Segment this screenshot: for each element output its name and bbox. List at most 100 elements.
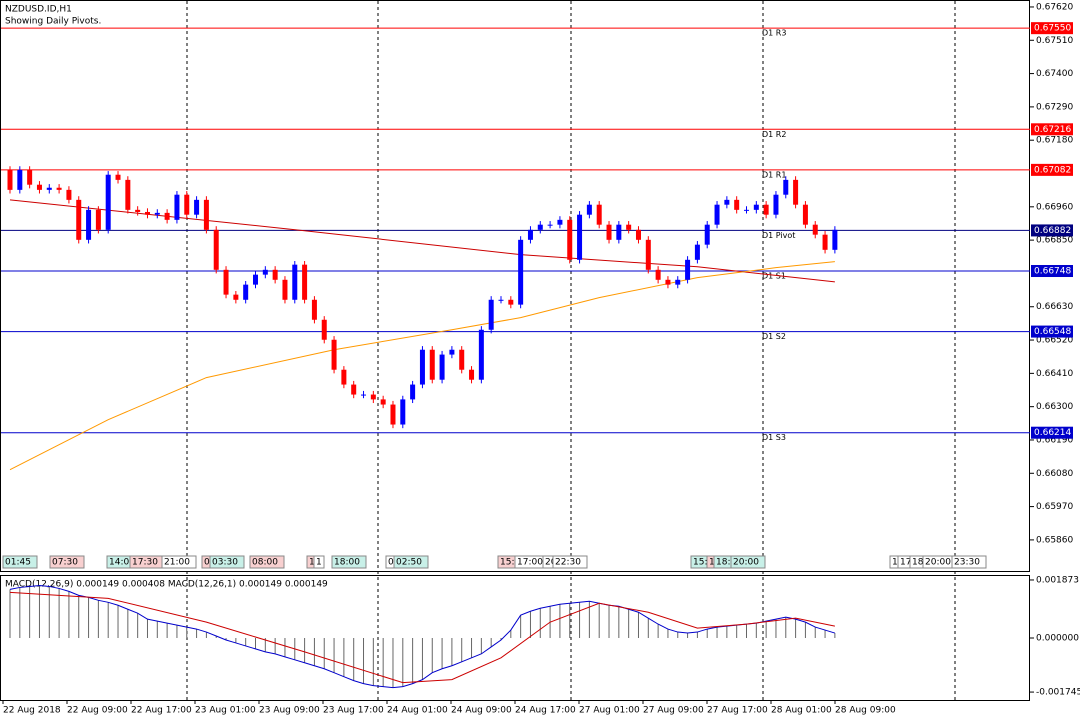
pivot-price-box [1031, 163, 1073, 176]
y-tick-label: 0.66630 [1036, 302, 1073, 312]
x-tick-label: 27 Aug 17:00 [707, 706, 768, 716]
x-tick-label: 23 Aug 01:00 [195, 706, 256, 716]
macd-title: MACD(12,26,9) 0.000149 0.000408 MACD(12,… [5, 580, 328, 590]
y-tick-label: 0.66960 [1036, 202, 1073, 212]
candle-body [341, 369, 347, 385]
candle-body [635, 229, 641, 240]
y-tick-label: 0.67620 [1036, 2, 1073, 12]
candle-body [616, 224, 622, 240]
candle-body [783, 179, 789, 195]
candle-body [724, 199, 730, 205]
moving-average [9, 199, 835, 283]
candle-body [331, 339, 337, 370]
session-label: 0 [388, 558, 394, 568]
candle-body [184, 194, 190, 215]
x-tick-label: 28 Aug 01:00 [771, 706, 832, 716]
candle-body [36, 184, 42, 190]
candle-body [410, 384, 416, 400]
candle-body [66, 189, 72, 200]
x-tick-label: 27 Aug 09:00 [643, 706, 704, 716]
candle-body [302, 264, 308, 300]
session-box [552, 555, 588, 569]
session-label: 14:0 [109, 558, 129, 568]
candle-body [694, 244, 700, 260]
candle-body [17, 169, 23, 190]
candle-body [194, 199, 200, 215]
pivot-label: D1 S2 [762, 332, 786, 341]
session-label: 17 [900, 558, 911, 568]
candle-body [793, 179, 799, 205]
macd-y-tick-label: 0.001873 [1036, 575, 1079, 585]
x-tick-label: 22 Aug 09:00 [67, 706, 128, 716]
y-tick-label: 0.66520 [1036, 336, 1073, 346]
candle-body [125, 179, 131, 210]
y-tick-label: 0.66300 [1036, 402, 1073, 412]
session-box [313, 555, 325, 569]
pivot-label: D1 Pivot [762, 231, 795, 240]
candle-body [763, 204, 769, 215]
candle-body [773, 194, 779, 215]
session-label: 1 [309, 558, 315, 568]
candle-body [449, 349, 455, 355]
candle-body [498, 299, 504, 301]
session-label: 17:30 [132, 558, 158, 568]
candle-body [626, 224, 632, 230]
candle-body [439, 354, 445, 380]
candle-body [822, 234, 828, 250]
pivot-price-label: 0.66748 [1034, 267, 1071, 277]
session-box [331, 555, 367, 569]
candle-body [547, 224, 553, 226]
y-tick-label: 0.65860 [1036, 535, 1073, 545]
x-tick-label: 24 Aug 01:00 [387, 706, 448, 716]
candle-body [164, 212, 170, 220]
candle-body [321, 319, 327, 340]
pivot-label: D1 R3 [762, 29, 786, 38]
candle-body [577, 214, 583, 260]
candle-body [174, 194, 180, 220]
candle-body [744, 209, 749, 211]
candle-body [380, 399, 386, 405]
pivot-price-label: 0.66882 [1034, 226, 1071, 236]
candle-body [488, 299, 494, 330]
candle-body [7, 169, 13, 190]
pivot-price-label: 0.67216 [1034, 125, 1071, 135]
session-label: 01:45 [5, 558, 31, 568]
candle-body [253, 274, 258, 285]
candle-body [675, 279, 681, 285]
session-label: 1 [709, 558, 715, 568]
x-tick-label: 22 Aug 17:00 [131, 706, 192, 716]
session-label: 08:00 [252, 558, 278, 568]
candle-body [27, 169, 33, 185]
pivot-price-box [1031, 426, 1073, 439]
y-tick-label: 0.65970 [1036, 502, 1073, 512]
candle-body [567, 219, 573, 260]
candle-body [135, 209, 141, 212]
candle-body [832, 229, 838, 250]
y-tick-label: 0.67400 [1036, 69, 1073, 79]
session-label: 02:50 [396, 558, 422, 568]
session-label: 18:00 [334, 558, 360, 568]
price-frame [0, 0, 1030, 572]
macd-frame [0, 575, 1030, 701]
candle-body [86, 209, 92, 240]
candle-body [753, 204, 759, 210]
x-tick-label: 28 Aug 09:00 [835, 706, 896, 716]
session-label: 15: [500, 558, 514, 568]
candle-body [586, 204, 592, 215]
candle-body [419, 349, 425, 385]
chart-subtitle: Showing Daily Pivots. [5, 17, 101, 27]
candle-body [243, 284, 249, 300]
session-label: 03:30 [212, 558, 238, 568]
session-box [2, 555, 38, 569]
candle-body [203, 199, 209, 230]
candle-body [596, 204, 602, 225]
session-label: 07:30 [52, 558, 78, 568]
session-box [951, 555, 987, 569]
candle-body [685, 259, 691, 280]
moving-average [9, 261, 835, 471]
session-label: 1 [892, 558, 898, 568]
x-tick-label: 24 Aug 09:00 [451, 706, 512, 716]
session-box [249, 555, 285, 569]
candle-body [606, 224, 612, 240]
pivot-price-label: 0.67082 [1034, 165, 1071, 175]
